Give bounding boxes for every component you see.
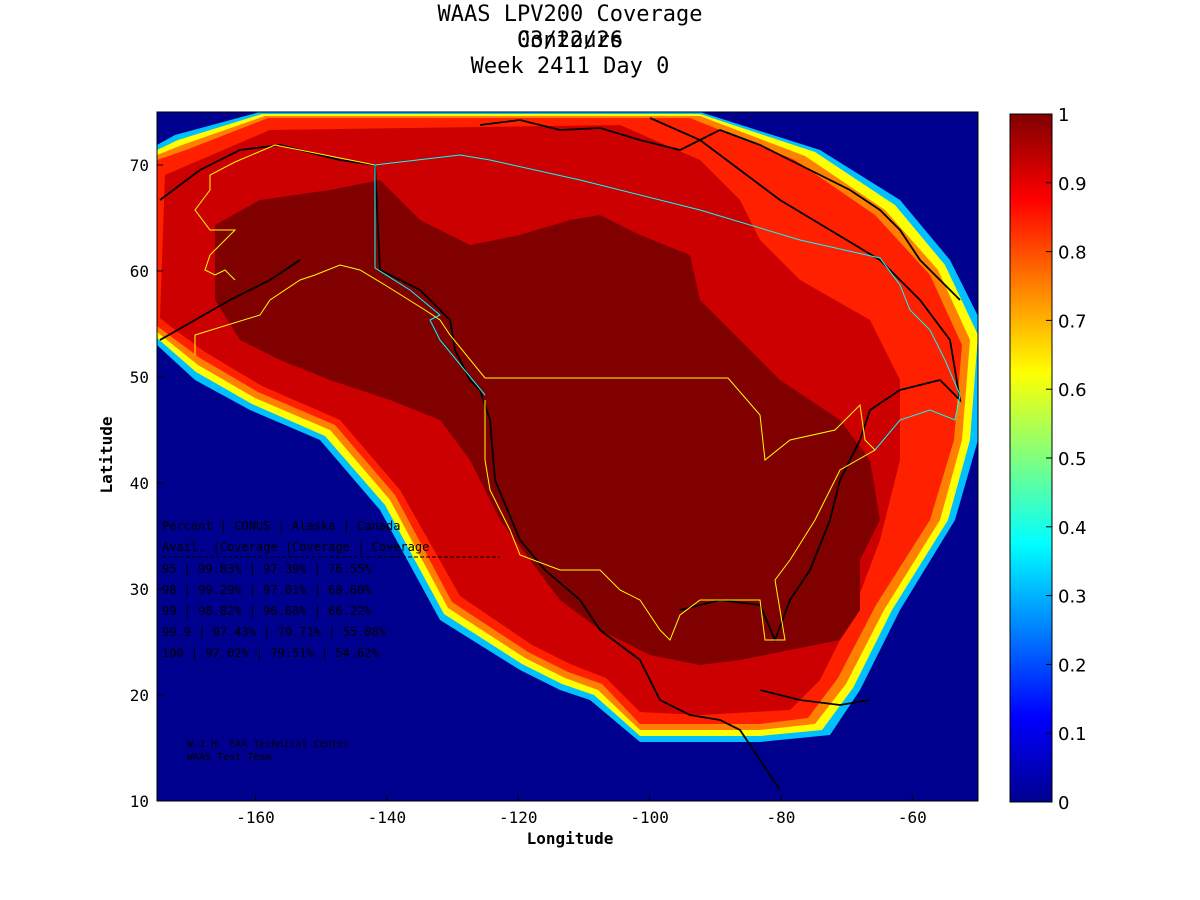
colorbar-tick-label: 0.7 bbox=[1058, 311, 1087, 332]
coverage-band-0.99 bbox=[215, 180, 880, 665]
colorbar-tick-label: 0.3 bbox=[1058, 587, 1087, 608]
table-row: 99 | 98.82% | 96.68% | 66.22% bbox=[162, 604, 372, 618]
credit-line-1: W.J.H. FAA Technical Center bbox=[187, 739, 350, 750]
x-axis: -160 -140 -120 -100 -80 -60 bbox=[236, 795, 927, 827]
colorbar-tick-label: 0.5 bbox=[1058, 449, 1087, 470]
colorbar-tick-label: 0.6 bbox=[1058, 380, 1087, 401]
alaska-border bbox=[194, 144, 376, 281]
y-tick-label: 50 bbox=[130, 368, 149, 387]
y-tick-label: 40 bbox=[130, 474, 149, 493]
credit-line-2: WAAS Test Team bbox=[187, 752, 271, 763]
canada-border bbox=[374, 154, 961, 451]
table-header-2: Avail. |Coverage |Coverage | Coverage bbox=[162, 540, 429, 554]
x-axis-label: Longitude bbox=[527, 829, 614, 848]
y-tick-label: 60 bbox=[130, 262, 149, 281]
x-tick-label: -100 bbox=[630, 808, 669, 827]
table-header-1: Percent | CONUS | Alaska | Canada bbox=[162, 519, 400, 533]
x-tick-label: -160 bbox=[236, 808, 275, 827]
x-tick-label: -140 bbox=[368, 808, 407, 827]
y-tick-label: 20 bbox=[130, 686, 149, 705]
table-row: 100 | 97.02% | 79.51% | 54.62% bbox=[162, 646, 380, 660]
colorbar-tick-label: 1 bbox=[1058, 105, 1069, 126]
y-axis: 10 20 30 40 50 60 70 bbox=[130, 156, 163, 811]
x-tick-label: -60 bbox=[898, 808, 927, 827]
colorbar-tick-label: 0.4 bbox=[1058, 518, 1087, 539]
colorbar-tick-label: 0.8 bbox=[1058, 243, 1087, 264]
map-title: WAAS LPV200 Coverage Contours bbox=[437, 2, 703, 53]
map-frame bbox=[156, 111, 979, 802]
colorbar-tick-label: 0.1 bbox=[1058, 724, 1087, 745]
colorbar-tick-label: 0 bbox=[1058, 793, 1069, 814]
table-row: 98 | 99.29% | 97.01% | 68.60% bbox=[162, 583, 372, 597]
map-panel: Percent | CONUS | Alaska | Canada Avail.… bbox=[157, 112, 978, 801]
y-tick-label: 30 bbox=[130, 580, 149, 599]
colorbar bbox=[1009, 113, 1053, 803]
y-axis-label: Latitude bbox=[97, 416, 116, 493]
colorbar-tick-label: 0.2 bbox=[1058, 655, 1087, 676]
colorbar-tick-label: 0.9 bbox=[1058, 174, 1087, 195]
coverage-table: Percent | CONUS | Alaska | Canada Avail.… bbox=[162, 519, 500, 660]
table-row: 95 | 99.83% | 97.39% | 76.55% bbox=[162, 562, 372, 576]
y-tick-label: 70 bbox=[130, 156, 149, 175]
map-date: 03/22/26 bbox=[517, 28, 623, 53]
canada-border-west bbox=[374, 165, 486, 396]
x-tick-label: -120 bbox=[499, 808, 538, 827]
coastlines bbox=[159, 117, 962, 791]
table-row: 99.9 | 97.43% | 79.71% | 55.08% bbox=[162, 625, 387, 639]
colorbar-ticks: 0 0.1 0.2 0.3 0.4 0.5 0.6 0.7 0.8 0.9 1 bbox=[1046, 105, 1087, 814]
map-week-day: Week 2411 Day 0 bbox=[470, 54, 670, 79]
y-tick-label: 10 bbox=[130, 792, 149, 811]
x-tick-label: -80 bbox=[767, 808, 796, 827]
